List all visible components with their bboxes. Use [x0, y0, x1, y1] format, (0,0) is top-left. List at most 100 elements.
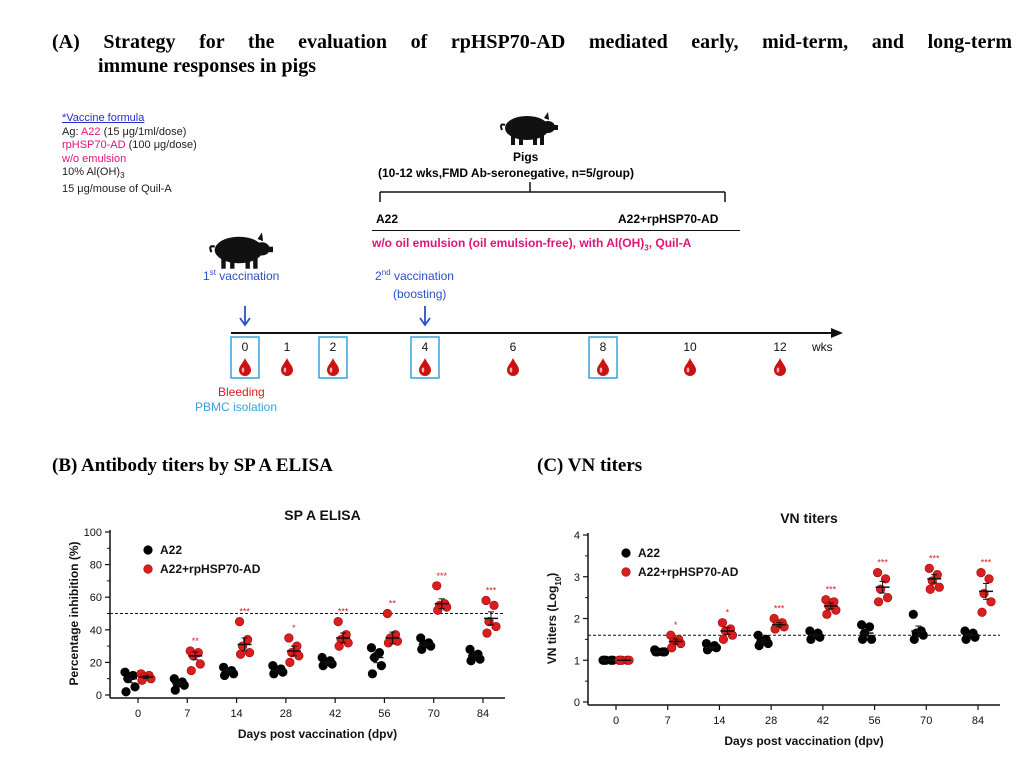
- blood-drop-icon: [327, 358, 339, 376]
- a22-rphsp70-ad-data-point: [186, 665, 196, 676]
- significance-label: ***: [826, 585, 837, 595]
- panel-a-title: (A) Strategy for the evaluation of rpHSP…: [52, 31, 1012, 53]
- first-vaccination-label: 1st vaccination: [203, 268, 280, 283]
- a22-rphsp70-ad-data-point: [667, 643, 677, 653]
- timeline-tick-label: 6: [510, 340, 517, 354]
- a22-rphsp70-ad-data-point: [234, 617, 245, 627]
- y-tick-label: 100: [84, 527, 102, 539]
- a22-data-point: [754, 641, 764, 651]
- a22-data-point: [179, 680, 189, 690]
- x-tick-label: 42: [817, 715, 829, 727]
- a22-rphsp70-ad-data-point: [334, 641, 344, 651]
- x-tick-label: 28: [765, 715, 777, 727]
- y-axis-label: VN titers (Log10): [545, 573, 563, 665]
- blood-drop-highlight: [329, 367, 333, 373]
- y-tick-label: 2: [574, 614, 580, 626]
- x-tick-label: 84: [972, 715, 984, 727]
- timepoint-box: [410, 336, 440, 379]
- significance-label: ***: [929, 553, 940, 563]
- vn-titers-chart: VN titers 0 1 2 3 4 VN titers (Log10) 0 7 14 28 42 5…: [545, 510, 1000, 748]
- a22-rphsp70-ad-data-point: [244, 648, 255, 658]
- vaccine-formula: *Vaccine formula Ag: A22 (15 μg/1ml/dose…: [62, 112, 197, 196]
- timeline-tick-label: 1: [284, 340, 291, 354]
- y-tick-label: 40: [90, 625, 102, 637]
- significance-label: ***: [486, 585, 497, 595]
- formula-aloh: 10% Al(OH)3: [62, 166, 125, 181]
- a22-rphsp70-ad-data-point: [333, 617, 343, 627]
- a22-rphsp70-ad-data-point: [432, 581, 442, 591]
- a22-rphsp70-ad-data-point: [875, 584, 886, 594]
- arrow-head: [239, 317, 251, 327]
- a22-data-point: [318, 661, 328, 671]
- a22-data-point: [864, 622, 875, 632]
- significance-label: **: [192, 636, 200, 646]
- a22-data-point: [170, 685, 180, 695]
- x-tick-label: 0: [613, 715, 619, 727]
- panel-a-title-line2: immune responses in pigs: [98, 55, 317, 77]
- timepoint-box: [230, 336, 260, 379]
- blood-drop-icon: [597, 358, 609, 376]
- pigs-description: (10-12 wks,FMD Ab-seronegative, n=5/grou…: [378, 166, 634, 180]
- a22-rphsp70-ad-data-point: [984, 574, 994, 584]
- group-a22-rphsp-label: A22+rpHSP70-AD: [618, 212, 719, 226]
- a22-rphsp70-ad-data-point: [977, 607, 987, 617]
- arrow-head: [419, 317, 431, 327]
- timeline-tick-label: 4: [422, 340, 429, 354]
- pbmc-isolation-label: PBMC isolation: [195, 400, 278, 414]
- a22-rphsp70-ad-data-point: [882, 593, 893, 603]
- timeline-arrowhead: [831, 328, 843, 338]
- a22-data-point: [856, 620, 867, 630]
- a22-rphsp70-ad-data-point: [383, 638, 394, 648]
- a22-rphsp70-ad-data-point: [237, 641, 248, 651]
- a22-rphsp70-ad-data-point: [442, 602, 452, 612]
- a22-rphsp70-ad-data-point: [285, 657, 295, 667]
- x-tick-label: 7: [665, 715, 671, 727]
- pigs-label: Pigs: [513, 150, 539, 164]
- x-axis-label: Days post vaccination (dpv): [724, 734, 883, 748]
- a22-data-point: [961, 634, 971, 644]
- a22-rphsp70-ad-data-point: [284, 633, 294, 643]
- a22-data-point: [376, 661, 387, 671]
- x-tick-label: 14: [713, 715, 725, 727]
- a22-data-point: [367, 669, 378, 679]
- chart-title: SP A ELISA: [284, 507, 361, 523]
- blood-drop-highlight: [776, 367, 780, 373]
- timeline-tick-label: 12: [773, 340, 787, 354]
- blood-drop-highlight: [421, 367, 425, 373]
- blood-drop-icon: [684, 358, 696, 376]
- y-tick-label: 80: [90, 560, 102, 572]
- condition-text: w/o oil emulsion (oil emulsion-free), wi…: [372, 236, 692, 253]
- timepoint-box: [318, 336, 348, 379]
- a22-rphsp70-ad-data-point: [925, 584, 935, 594]
- y-tick-label: 1: [574, 655, 580, 667]
- x-tick-label: 28: [280, 708, 292, 720]
- divider: [372, 230, 740, 231]
- significance-label: **: [389, 599, 397, 609]
- significance-label: *: [292, 623, 296, 633]
- significance-label: ***: [436, 571, 447, 581]
- a22-rphsp70-ad-data-point: [822, 609, 832, 619]
- significance-label: ***: [877, 558, 888, 568]
- a22-rphsp70-ad-data-point: [481, 595, 491, 606]
- a22-data-point: [269, 669, 279, 679]
- y-tick-label: 60: [90, 592, 102, 604]
- legend-marker: [143, 545, 153, 555]
- timeline-tick-label: 8: [600, 340, 607, 354]
- a22-rphsp70-ad-data-point: [718, 634, 729, 644]
- legend-label: A22+rpHSP70-AD: [638, 565, 739, 579]
- a22-rphsp70-ad-data-point: [717, 618, 728, 628]
- boosting-label: (boosting): [393, 287, 447, 301]
- blood-drop-highlight: [599, 367, 603, 373]
- x-tick-label: 14: [230, 708, 242, 720]
- a22-rphsp70-ad-data-point: [924, 563, 934, 573]
- blood-drop-highlight: [686, 367, 690, 373]
- a22-rphsp70-ad-data-point: [831, 605, 841, 615]
- blood-drop-icon: [507, 358, 519, 376]
- a22-data-point: [909, 634, 919, 644]
- formula-adjuvant: rpHSP70-AD (100 μg/dose): [62, 139, 197, 151]
- a22-data-point: [121, 687, 131, 697]
- a22-rphsp70-ad-data-point: [986, 597, 996, 607]
- significance-label: *: [674, 620, 678, 630]
- a22-rphsp70-ad-data-point: [979, 588, 989, 599]
